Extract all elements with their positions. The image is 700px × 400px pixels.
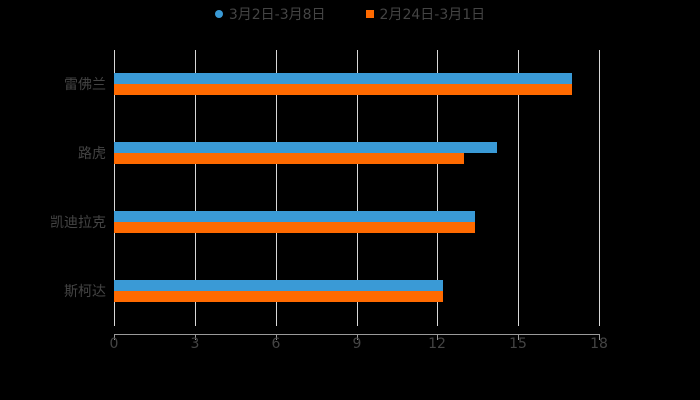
y-axis-line xyxy=(114,50,115,326)
x-tick xyxy=(357,335,358,340)
bar-previous-week[interactable] xyxy=(114,153,464,164)
bar-previous-week[interactable] xyxy=(114,84,572,95)
x-tick-label: 15 xyxy=(509,336,527,352)
gridline xyxy=(518,50,519,326)
x-tick xyxy=(437,335,438,340)
x-tick-label: 18 xyxy=(590,336,608,352)
square-marker-icon xyxy=(365,10,374,18)
x-tick-label: 6 xyxy=(271,336,281,352)
gridline xyxy=(357,50,358,326)
circle-marker-icon xyxy=(214,10,223,18)
bar-previous-week[interactable] xyxy=(114,291,443,302)
x-tick-label: 9 xyxy=(352,336,362,352)
legend-label: 2月24日-3月1日 xyxy=(379,7,486,23)
x-tick-label: 3 xyxy=(190,336,200,352)
legend-label: 3月2日-3月8日 xyxy=(228,7,326,23)
gridline xyxy=(276,50,277,326)
bar-current-week[interactable] xyxy=(114,142,497,153)
gridline xyxy=(437,50,438,326)
legend-item-series-2[interactable]: 2月24日-3月1日 xyxy=(365,4,486,24)
chart-legend: 3月2日-3月8日 2月24日-3月1日 xyxy=(0,4,700,24)
legend-item-series-1[interactable]: 3月2日-3月8日 xyxy=(214,4,326,24)
y-category-label: 斯柯达 xyxy=(64,284,106,300)
x-tick-label: 12 xyxy=(428,336,446,352)
x-tick xyxy=(276,335,277,340)
bar-current-week[interactable] xyxy=(114,280,443,291)
bar-previous-week[interactable] xyxy=(114,222,475,233)
x-tick xyxy=(599,335,600,340)
x-tick xyxy=(114,335,115,340)
x-tick-label: 0 xyxy=(109,336,119,352)
gridline xyxy=(599,50,600,326)
y-category-label: 路虎 xyxy=(78,146,106,162)
y-category-label: 雷佛兰 xyxy=(64,77,106,93)
x-tick xyxy=(518,335,519,340)
bar-current-week[interactable] xyxy=(114,211,475,222)
bar-current-week[interactable] xyxy=(114,73,572,84)
y-category-label: 凯迪拉克 xyxy=(50,215,106,231)
x-tick xyxy=(195,335,196,340)
gridline xyxy=(195,50,196,326)
x-axis-line xyxy=(114,334,600,335)
